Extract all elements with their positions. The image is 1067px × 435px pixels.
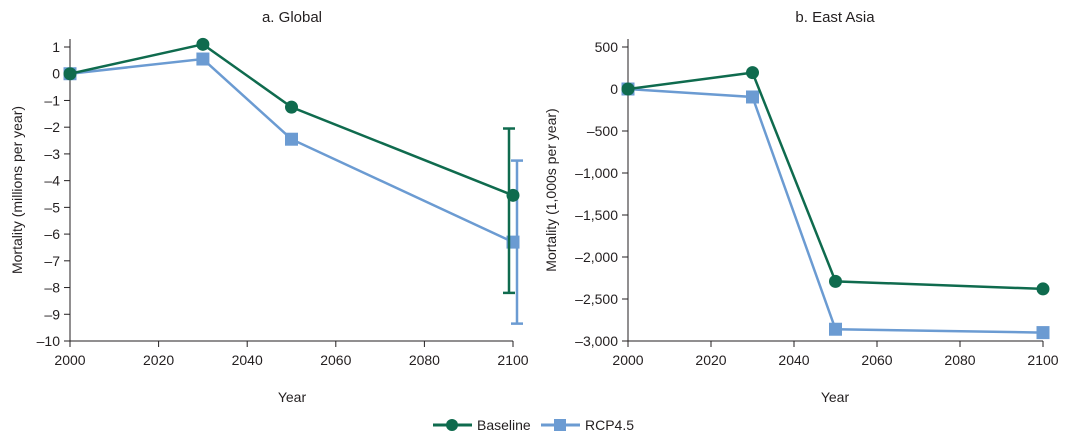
x-tick-label: 2000	[612, 352, 643, 368]
legend-item-rcp45: RCP4.5	[541, 417, 634, 433]
series-line-rcp45	[69, 57, 514, 244]
x-tick-label: 2020	[143, 352, 174, 368]
legend-marker-baseline	[446, 419, 458, 431]
y-tick-label: –2,500	[575, 291, 618, 307]
x-axis-label: Year	[278, 389, 307, 405]
x-tick-label: 2100	[497, 352, 528, 368]
y-tick-label: 0	[610, 81, 618, 97]
chart-title: b. East Asia	[795, 9, 875, 26]
x-axis-label: Year	[821, 389, 850, 405]
legend: Baseline RCP4.5	[433, 417, 634, 433]
series-line-rcp45	[627, 87, 1044, 334]
x-tick-label: 2060	[320, 352, 351, 368]
y-tick-label: –6	[44, 226, 60, 242]
y-tick-label: 0	[52, 66, 60, 82]
data-point-rcp45	[1036, 326, 1050, 340]
data-point-baseline	[1036, 282, 1050, 296]
plot-area: 1 0 –1 –2 –3 –4 –5 –6 –7 –8 –9 –10 2000 2020 2040 2060 2…	[37, 37, 529, 368]
data-point-baseline	[621, 82, 635, 96]
y-tick-label: –4	[44, 173, 60, 189]
data-point-rcp45	[285, 132, 298, 146]
x-tick-label: 2080	[944, 352, 975, 368]
y-tick-label: 1	[52, 39, 60, 55]
data-point-rcp45	[829, 322, 842, 336]
series-line-baseline	[627, 71, 1044, 291]
x-tick-label: 2020	[695, 352, 726, 368]
x-tick-label: 2080	[409, 352, 440, 368]
data-point-baseline	[506, 188, 520, 202]
legend-label-rcp45: RCP4.5	[585, 417, 634, 433]
chart-title: a. Global	[262, 9, 322, 26]
y-tick-label: –1	[44, 92, 60, 108]
x-tick-label: 2040	[778, 352, 809, 368]
data-point-baseline	[285, 100, 298, 114]
y-tick-label: 500	[595, 39, 619, 55]
y-tick-label: –1,000	[575, 165, 618, 181]
y-tick-label: –2,000	[575, 249, 618, 265]
plot-area: 500 0 –500 –1,000 –1,500 –2,000 –2,500 –3,000 20…	[575, 39, 1059, 368]
y-tick-label: –9	[44, 306, 60, 322]
y-tick-label: –8	[44, 280, 60, 296]
chart-panel-east-asia: b. East Asia 500 0 –500 –1,000 –1,500 –2,000 –…	[543, 9, 1059, 405]
x-tick-label: 2060	[861, 352, 892, 368]
y-tick-label: –7	[44, 253, 60, 269]
legend-item-baseline: Baseline	[433, 417, 531, 433]
data-point-rcp45	[746, 90, 759, 104]
y-tick-label: –5	[44, 199, 60, 215]
data-point-baseline	[829, 274, 842, 288]
data-point-baseline	[63, 67, 77, 81]
legend-label-baseline: Baseline	[477, 417, 531, 433]
y-tick-label: –3	[44, 146, 60, 162]
x-tick-label: 2000	[54, 352, 85, 368]
x-tick-label: 2040	[232, 352, 263, 368]
data-point-rcp45	[196, 52, 210, 66]
y-tick-label: –500	[587, 123, 618, 139]
y-axis-label: Mortality (millions per year)	[9, 106, 25, 274]
y-tick-label: –1,500	[575, 207, 618, 223]
y-tick-label: –3,000	[575, 333, 618, 349]
chart-panel-global: a. Global 1 0 –1 –2 –3 –4 –5 –6 –7 –8 –9 –10 2000 202…	[9, 9, 529, 405]
x-tick-label: 2100	[1027, 352, 1058, 368]
y-tick-label: –2	[44, 119, 60, 135]
legend-marker-rcp45	[554, 419, 566, 431]
data-point-baseline	[746, 66, 759, 80]
y-tick-label: –10	[37, 333, 61, 349]
series-line-baseline	[69, 42, 514, 197]
y-axis-label: Mortality (1,000s per year)	[543, 108, 559, 271]
data-point-baseline	[196, 37, 210, 51]
